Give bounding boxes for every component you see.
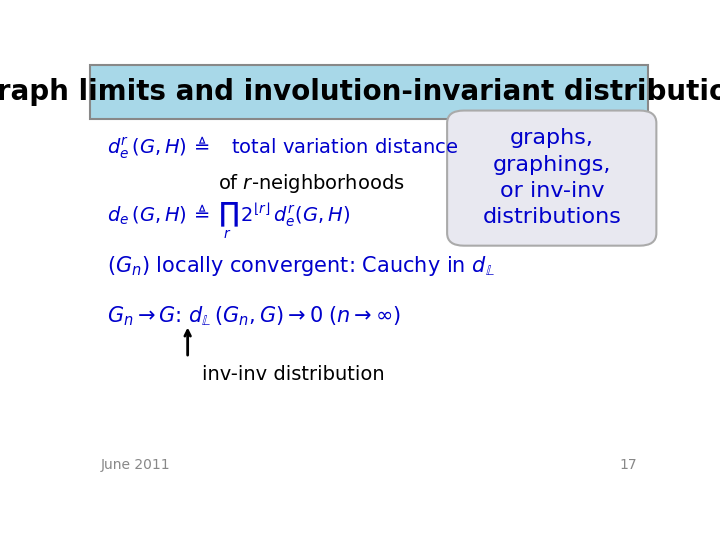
Text: Graph limits and involution-invariant distributions: Graph limits and involution-invariant di… [0, 78, 720, 106]
Text: graphs,
graphings,
or inv-inv
distributions: graphs, graphings, or inv-inv distributi… [482, 129, 621, 227]
Text: 17: 17 [619, 458, 637, 472]
Text: $d_e^r\,(G,H)\,\triangleq\;$  total variation distance: $d_e^r\,(G,H)\,\triangleq\;$ total varia… [107, 134, 458, 161]
Text: inv-inv distribution: inv-inv distribution [202, 365, 384, 384]
Text: $G_n \to G$: $d_{\mathbb{L}}\,(G_n, G) \to 0\;(n \to \infty)$: $G_n \to G$: $d_{\mathbb{L}}\,(G_n, G) \… [107, 305, 401, 328]
FancyBboxPatch shape [90, 65, 648, 119]
FancyBboxPatch shape [447, 111, 657, 246]
Text: $d_e\,(G,H)\,\triangleq\;\prod_r\;2^{\lfloor r\rfloor}\,d_e^r(G,H)$: $d_e\,(G,H)\,\triangleq\;\prod_r\;2^{\lf… [107, 200, 350, 241]
Text: $(G_n)$ locally convergent: Cauchy in $d_{\mathbb{L}}$: $(G_n)$ locally convergent: Cauchy in $d… [107, 254, 495, 279]
Text: June 2011: June 2011 [101, 458, 171, 472]
Text: of $r$-neighborhoods: of $r$-neighborhoods [218, 172, 405, 195]
